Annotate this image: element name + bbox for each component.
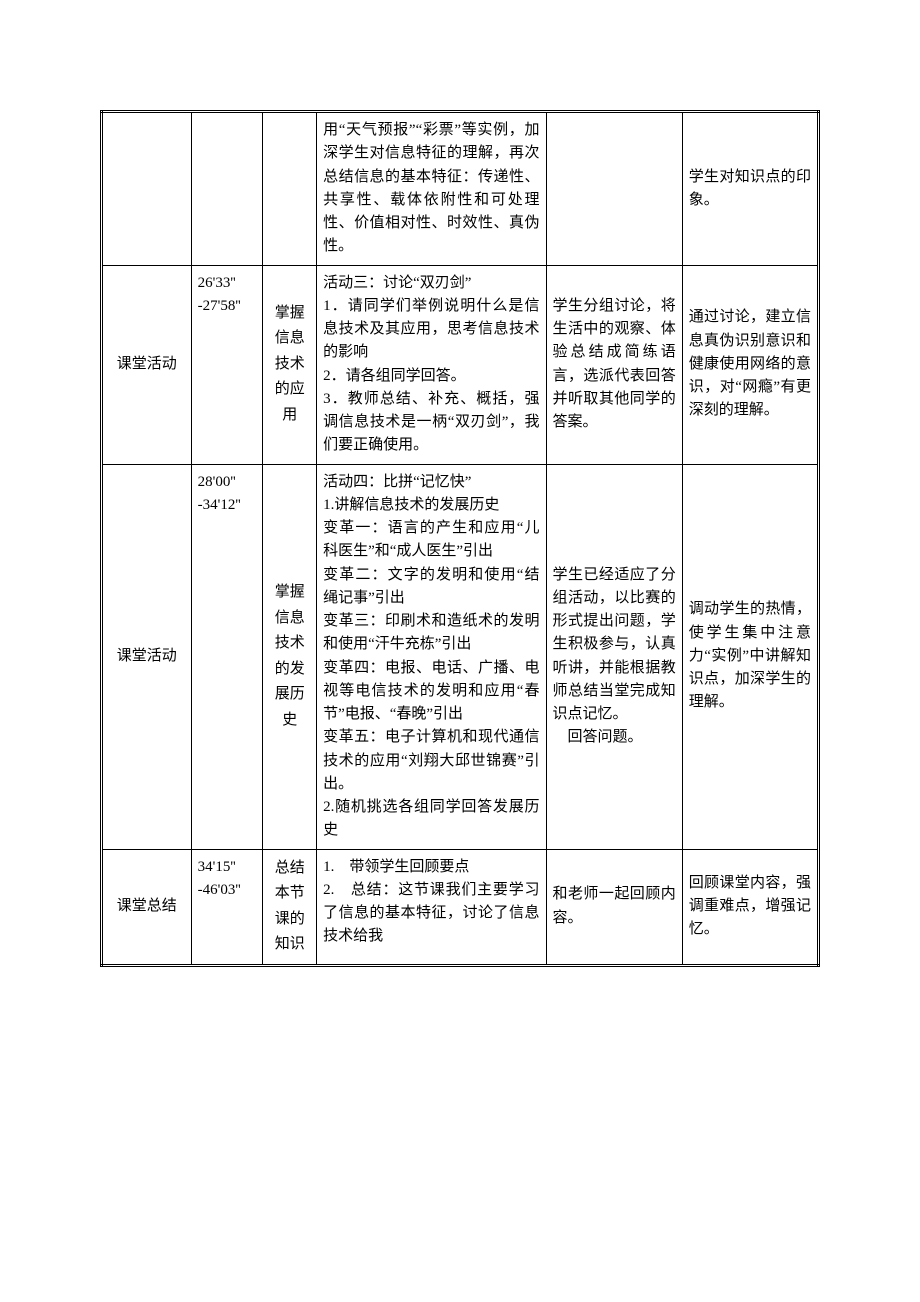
- cell-phase: 课堂活动: [102, 265, 192, 464]
- cell-time: 26'33''-27'58'': [191, 265, 263, 464]
- cell-phase: 课堂总结: [102, 849, 192, 965]
- cell-teacher: 活动四：比拼“记忆快”1.讲解信息技术的发展历史变革一：语言的产生和应用“儿科医…: [317, 464, 546, 849]
- cell-student: 学生分组讨论，将生活中的观察、体验总结成简练语言，选派代表回答并听取其他同学的答…: [546, 265, 682, 464]
- lesson-plan-table: 用“天气预报”“彩票”等实例，加深学生对信息特征的理解，再次总结信息的基本特征：…: [100, 110, 820, 967]
- cell-student: 学生已经适应了分组活动，以比赛的形式提出问题，学生积极参与，认真听讲，并能根据教…: [546, 464, 682, 849]
- table-row: 课堂活动 26'33''-27'58'' 掌握信息技术的应用 活动三：讨论“双刃…: [102, 265, 819, 464]
- cell-student: 和老师一起回顾内容。: [546, 849, 682, 965]
- cell-intent: 学生对知识点的印象。: [682, 112, 818, 266]
- cell-intent: 调动学生的热情，使学生集中注意力“实例”中讲解知识点，加深学生的理解。: [682, 464, 818, 849]
- cell-time: [191, 112, 263, 266]
- goal-text: 掌握信息技术的应用: [269, 301, 310, 429]
- cell-time: 28'00''-34'12'': [191, 464, 263, 849]
- page: 用“天气预报”“彩票”等实例，加深学生对信息特征的理解，再次总结信息的基本特征：…: [0, 0, 920, 1302]
- cell-teacher: 1. 带领学生回顾要点2. 总结：这节课我们主要学习了信息的基本特征，讨论了信息…: [317, 849, 546, 965]
- cell-intent: 回顾课堂内容，强调重难点，增强记忆。: [682, 849, 818, 965]
- table-row: 课堂总结 34'15''-46'03'' 总结本节课的知识 1. 带领学生回顾要…: [102, 849, 819, 965]
- cell-time: 34'15''-46'03'': [191, 849, 263, 965]
- goal-text: 掌握信息技术的发展历史: [269, 580, 310, 733]
- lesson-tbody: 用“天气预报”“彩票”等实例，加深学生对信息特征的理解，再次总结信息的基本特征：…: [102, 112, 819, 966]
- cell-phase: [102, 112, 192, 266]
- goal-text: 总结本节课的知识: [269, 856, 310, 958]
- cell-goal: 掌握信息技术的应用: [263, 265, 317, 464]
- table-row: 用“天气预报”“彩票”等实例，加深学生对信息特征的理解，再次总结信息的基本特征：…: [102, 112, 819, 266]
- cell-teacher: 用“天气预报”“彩票”等实例，加深学生对信息特征的理解，再次总结信息的基本特征：…: [317, 112, 546, 266]
- cell-phase: 课堂活动: [102, 464, 192, 849]
- cell-teacher: 活动三：讨论“双刃剑”1．请同学们举例说明什么是信息技术及其应用，思考信息技术的…: [317, 265, 546, 464]
- cell-student: [546, 112, 682, 266]
- cell-goal: 总结本节课的知识: [263, 849, 317, 965]
- cell-goal: 掌握信息技术的发展历史: [263, 464, 317, 849]
- cell-goal: [263, 112, 317, 266]
- table-row: 课堂活动 28'00''-34'12'' 掌握信息技术的发展历史 活动四：比拼“…: [102, 464, 819, 849]
- cell-intent: 通过讨论，建立信息真伪识别意识和健康使用网络的意识，对“网瘾”有更深刻的理解。: [682, 265, 818, 464]
